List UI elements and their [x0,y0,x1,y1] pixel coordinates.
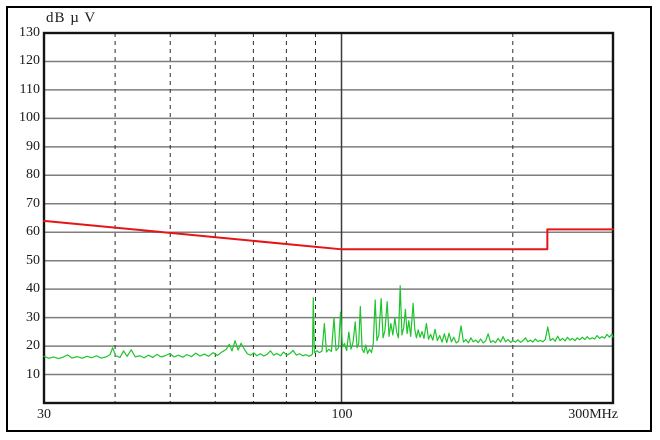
y-tick-label-90: 90 [26,138,40,154]
y-tick-label-30: 30 [26,309,40,325]
emission-trace [43,285,614,360]
y-axis-unit-label: dB µ V [46,10,97,26]
y-tick-label-80: 80 [26,167,40,183]
y-tick-label-40: 40 [26,281,40,297]
y-tick-label-100: 100 [19,110,40,126]
y-tick-label-10: 10 [26,366,40,382]
y-tick-label-50: 50 [26,252,40,268]
y-tick-label-70: 70 [26,195,40,211]
plot-border [42,31,615,405]
y-tick-label-20: 20 [26,338,40,354]
y-tick-label-60: 60 [26,224,40,240]
y-tick-label-110: 110 [19,81,40,97]
x-tick-label-300mhz: 300MHz [568,407,618,422]
y-tick-label-120: 120 [19,53,40,69]
limit-line [43,219,614,251]
outer-frame [6,6,652,432]
x-tick-label-30: 30 [37,407,51,422]
x-tick-label-100: 100 [331,407,353,422]
y-tick-label-130: 130 [19,25,40,40]
